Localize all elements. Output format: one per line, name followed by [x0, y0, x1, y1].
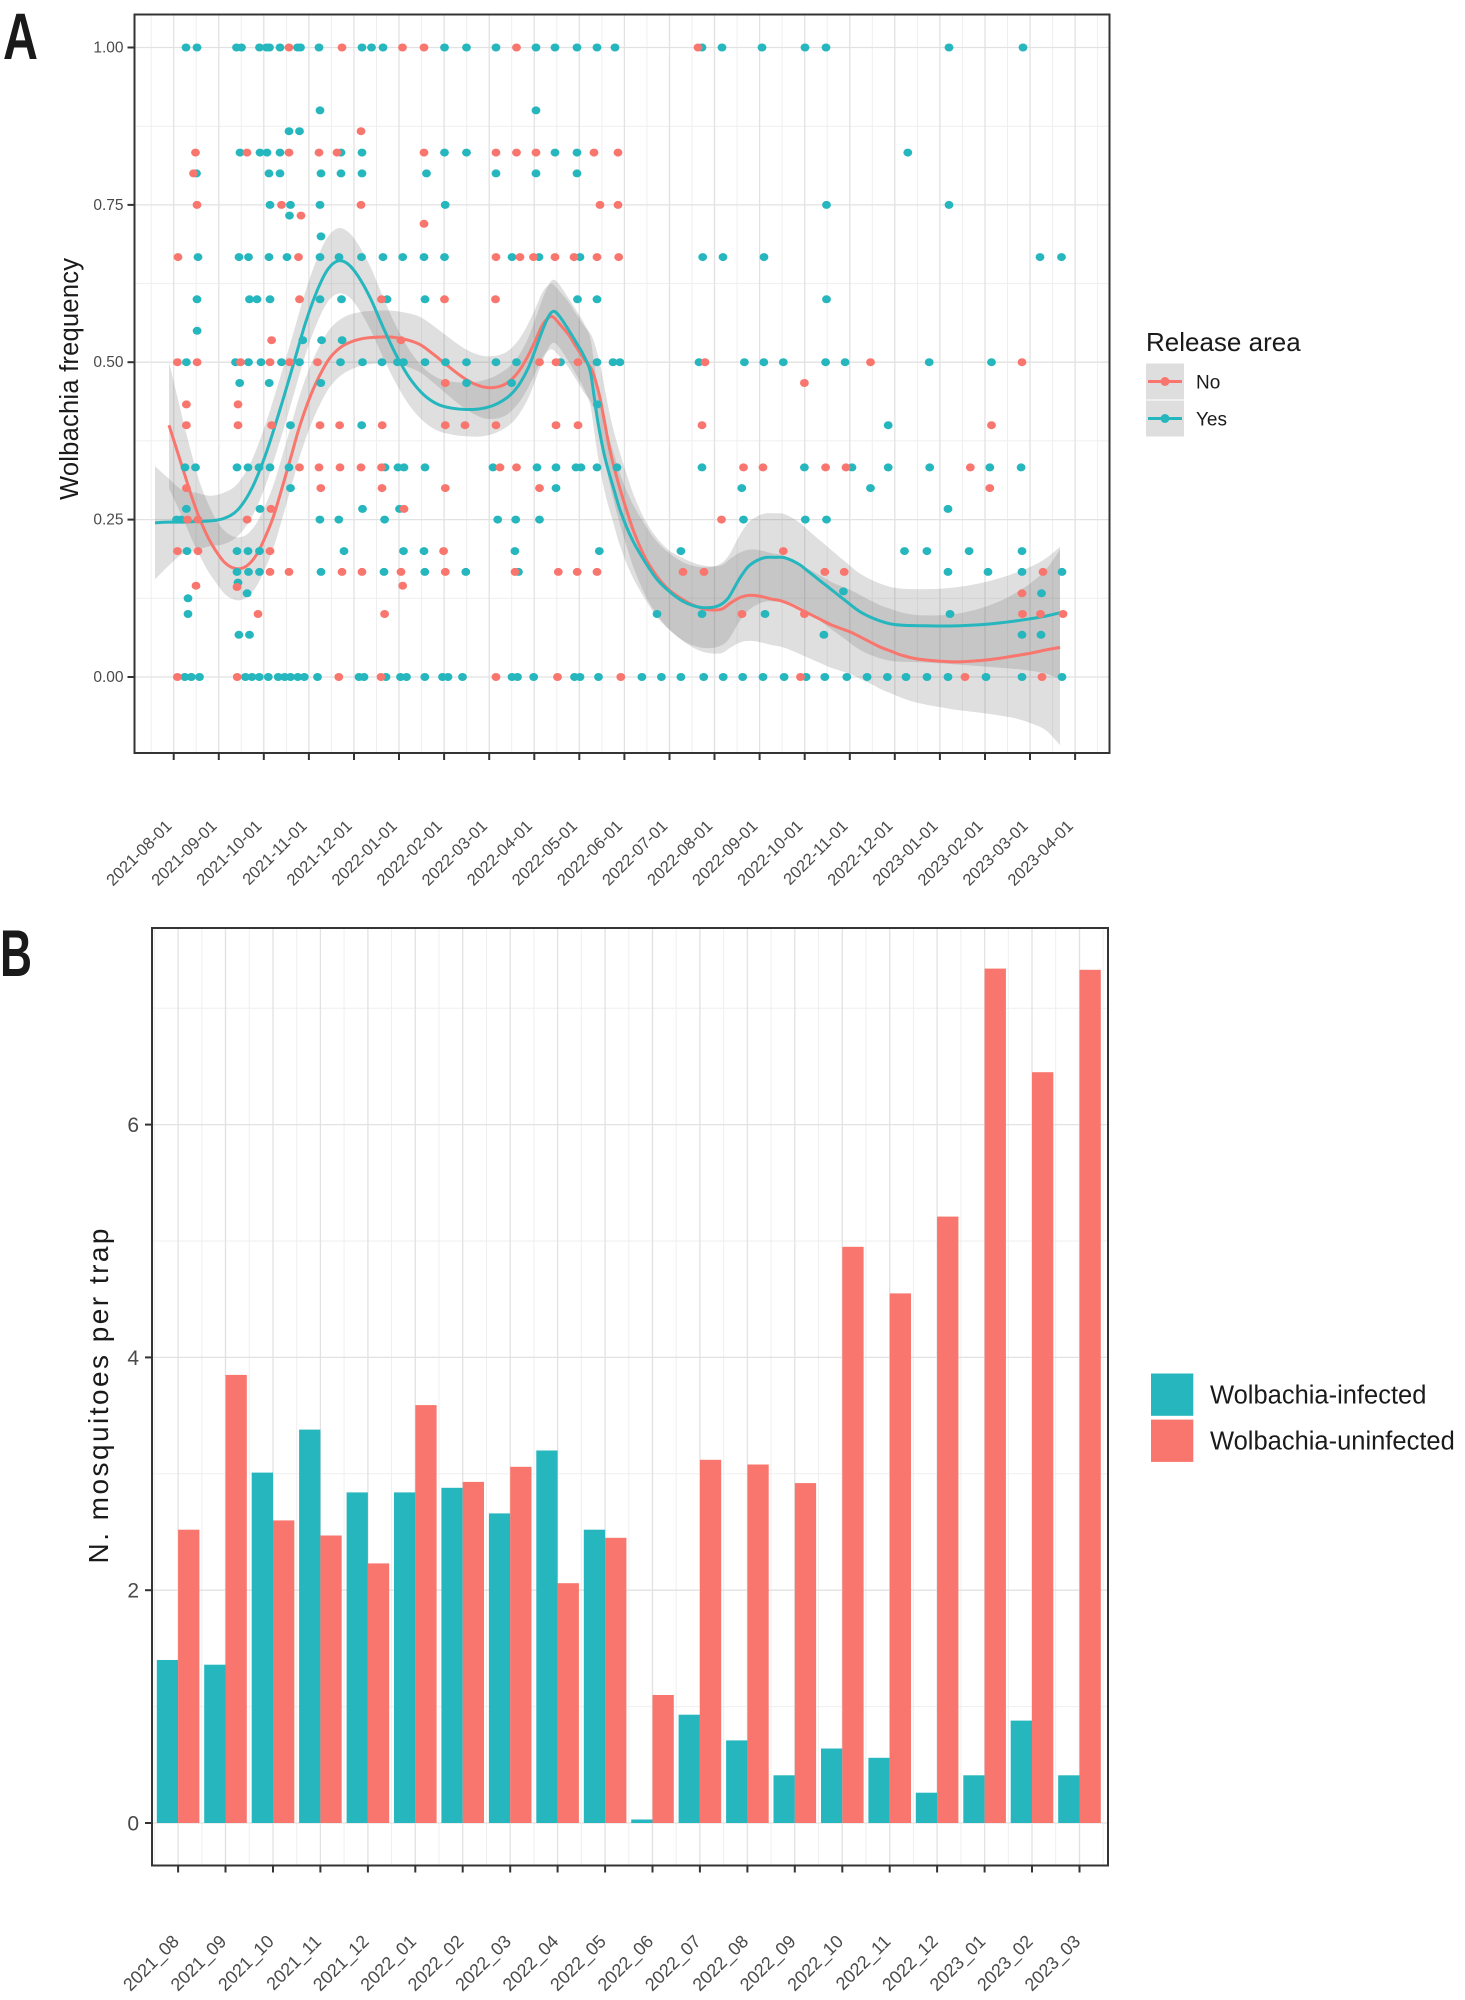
svg-text:0.00: 0.00 — [93, 669, 124, 686]
svg-text:0.25: 0.25 — [93, 512, 123, 529]
svg-text:0.75: 0.75 — [93, 197, 123, 214]
svg-text:4: 4 — [127, 1347, 139, 1370]
svg-text:Release area: Release area — [1146, 327, 1301, 357]
svg-text:0.50: 0.50 — [93, 354, 124, 371]
svg-text:B: B — [0, 916, 32, 990]
svg-text:1.00: 1.00 — [93, 40, 124, 57]
svg-text:A: A — [3, 0, 38, 73]
svg-text:0: 0 — [127, 1813, 139, 1836]
svg-text:N. mosquitoes per trap: N. mosquitoes per trap — [83, 1229, 114, 1564]
svg-text:Wolbachia frequency: Wolbachia frequency — [56, 258, 84, 500]
svg-text:6: 6 — [127, 1114, 139, 1137]
svg-text:Wolbachia-uninfected: Wolbachia-uninfected — [1210, 1428, 1455, 1456]
svg-text:2: 2 — [127, 1580, 139, 1603]
svg-text:Yes: Yes — [1196, 410, 1227, 431]
svg-text:No: No — [1196, 373, 1220, 394]
svg-text:Wolbachia-infected: Wolbachia-infected — [1210, 1382, 1426, 1410]
